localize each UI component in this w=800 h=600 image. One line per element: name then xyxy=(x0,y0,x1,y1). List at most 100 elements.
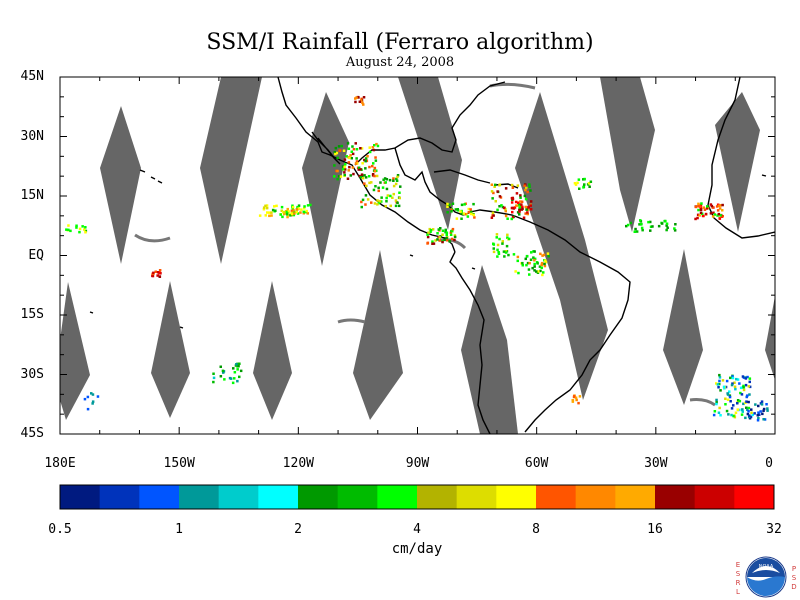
rain-pixel xyxy=(715,382,718,385)
rain-pixel xyxy=(343,171,346,174)
rain-pixel xyxy=(666,226,669,229)
lon-label: 0 xyxy=(765,456,773,471)
rain-pixel xyxy=(759,410,762,413)
rain-pixel xyxy=(526,211,529,214)
rain-pixel xyxy=(237,364,240,368)
rain-pixel xyxy=(518,208,521,212)
rain-pixel xyxy=(519,205,523,208)
rain-pixel xyxy=(496,208,499,212)
rain-pixel xyxy=(86,395,90,399)
rain-pixel xyxy=(450,210,453,213)
rain-pixel xyxy=(233,377,236,380)
rain-pixel xyxy=(219,375,223,378)
rain-pixel xyxy=(364,194,368,197)
rain-pixel xyxy=(212,372,215,375)
rain-pixel xyxy=(347,169,350,172)
rain-pixel xyxy=(756,414,759,417)
rain-pixel xyxy=(291,207,295,210)
map-content xyxy=(60,77,775,434)
rain-pixel xyxy=(717,204,721,207)
rain-pixel xyxy=(438,239,441,242)
rain-pixel xyxy=(455,217,459,220)
colorbar-swatch xyxy=(99,485,140,509)
rain-pixel xyxy=(453,235,457,239)
rain-pixel xyxy=(431,228,435,231)
colorbar-swatch xyxy=(179,485,220,509)
rain-pixel xyxy=(757,404,760,408)
rain-pixel xyxy=(502,206,506,210)
rain-pixel xyxy=(78,227,82,231)
rain-pixel xyxy=(539,269,542,273)
rain-pixel xyxy=(426,242,429,245)
rain-pixel xyxy=(526,190,529,194)
rain-pixel xyxy=(522,216,526,219)
rain-pixel xyxy=(699,208,703,211)
rain-pixel xyxy=(626,223,630,227)
rain-pixel xyxy=(730,413,733,417)
rain-pixel xyxy=(374,185,377,188)
rain-pixel xyxy=(738,382,741,385)
rain-pixel xyxy=(454,208,458,211)
rain-pixel xyxy=(733,415,737,419)
rain-pixel xyxy=(756,419,760,422)
rain-pixel xyxy=(396,174,400,177)
colorbar-swatch xyxy=(496,485,537,509)
rain-pixel xyxy=(360,99,363,102)
rain-pixel xyxy=(212,376,216,380)
rain-pixel xyxy=(524,257,527,261)
rain-pixel xyxy=(506,217,509,220)
rain-pixel xyxy=(297,207,300,210)
rain-pixel xyxy=(385,200,388,203)
rain-pixel xyxy=(451,202,455,205)
rain-pixel xyxy=(394,204,398,208)
rain-pixel xyxy=(362,103,365,106)
rain-pixel xyxy=(547,254,550,258)
rain-pixel xyxy=(721,203,724,207)
rain-pixel xyxy=(336,169,339,173)
rain-pixel xyxy=(529,258,533,261)
rain-pixel xyxy=(360,97,363,101)
swath-arc xyxy=(134,233,171,243)
rain-pixel xyxy=(715,402,718,406)
rain-pixel xyxy=(357,96,360,99)
rain-pixel xyxy=(625,224,628,228)
rain-pixel xyxy=(511,186,515,189)
rain-pixel xyxy=(704,212,708,216)
rain-pixel xyxy=(262,208,266,211)
rain-pixel xyxy=(265,204,269,207)
rain-pixel xyxy=(537,270,540,273)
rain-pixel xyxy=(238,375,241,379)
rain-pixel xyxy=(91,402,94,405)
rain-pixel xyxy=(380,196,383,199)
rain-pixel xyxy=(757,411,760,414)
rain-pixel xyxy=(731,375,734,378)
rain-pixel xyxy=(384,204,387,208)
logo-letter-s: S xyxy=(735,570,741,578)
rain-pixel xyxy=(510,201,514,204)
rain-pixel xyxy=(65,228,68,231)
colorbar-unit-label: cm/day xyxy=(391,541,443,557)
rain-pixel xyxy=(739,386,743,390)
rain-pixel xyxy=(154,270,157,273)
rain-pixel xyxy=(280,205,284,209)
rain-pixel xyxy=(492,247,495,250)
rain-pixel xyxy=(360,173,364,176)
rain-pixel xyxy=(364,159,367,163)
rain-pixel xyxy=(740,413,744,416)
rain-pixel xyxy=(469,208,472,211)
rain-pixel xyxy=(212,380,215,384)
rain-pixel xyxy=(506,233,509,237)
coastline-south-america xyxy=(449,209,631,434)
colorbar-swatch xyxy=(575,485,616,509)
rain-pixel xyxy=(336,156,339,160)
rain-pixel xyxy=(341,168,345,171)
rain-pixel xyxy=(518,210,521,213)
logo-letter-r: R xyxy=(735,579,741,587)
rain-pixel xyxy=(373,144,376,147)
rain-pixel xyxy=(375,142,378,146)
rain-pixel xyxy=(518,206,521,209)
rain-pixel xyxy=(696,213,700,217)
rain-pixel xyxy=(359,176,363,179)
rain-pixel xyxy=(525,263,528,267)
rain-pixel xyxy=(533,257,537,261)
